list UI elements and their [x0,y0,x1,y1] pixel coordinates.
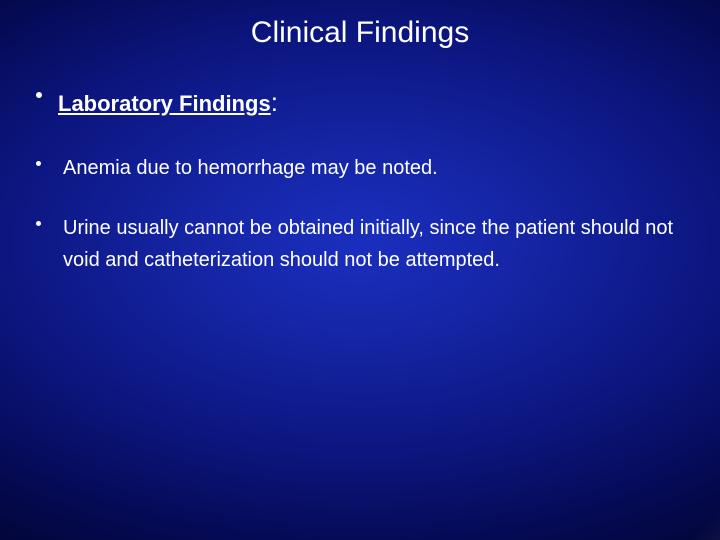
bullet-icon [36,161,41,166]
bullet-icon [36,92,42,98]
bullet-body: Urine usually cannot be obtained initial… [57,212,684,276]
corner-fold-decoration [660,480,720,540]
bullet-icon [36,221,41,226]
bullet-item: Laboratory Findings: [36,82,684,124]
slide-content: Laboratory Findings: Anemia due to hemor… [36,82,684,304]
slide-title: Clinical Findings [0,16,720,50]
bullet-item: Anemia due to hemorrhage may be noted. [36,152,684,184]
bullet-subheading: Laboratory Findings: [58,82,684,124]
bullet-body: Anemia due to hemorrhage may be noted. [57,152,684,184]
slide: Clinical Findings Laboratory Findings: A… [0,0,720,540]
bullet-item: Urine usually cannot be obtained initial… [36,212,684,276]
